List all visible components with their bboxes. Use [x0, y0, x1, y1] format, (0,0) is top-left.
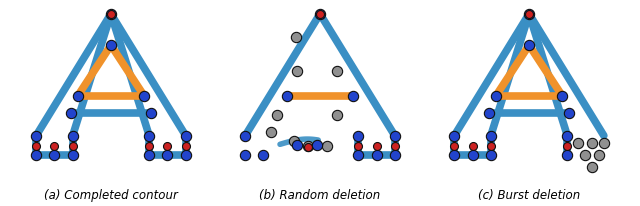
Point: [353, 134, 364, 138]
Point: [31, 145, 42, 148]
Point: [332, 114, 342, 117]
Point: [449, 134, 460, 138]
Point: [289, 139, 299, 143]
Point: [180, 134, 191, 138]
Point: [31, 134, 42, 138]
Point: [292, 70, 303, 74]
Point: [486, 145, 496, 148]
Point: [312, 144, 322, 147]
Point: [449, 145, 460, 148]
Point: [163, 153, 173, 157]
Point: [348, 95, 358, 98]
Point: [322, 145, 332, 148]
Point: [144, 145, 154, 148]
Point: [390, 134, 400, 138]
Point: [144, 153, 154, 157]
Point: [180, 153, 191, 157]
Point: [353, 153, 364, 157]
Point: [49, 153, 60, 157]
Point: [315, 13, 325, 16]
Point: [390, 145, 400, 148]
Point: [524, 13, 534, 16]
Point: [371, 145, 381, 148]
Point: [449, 153, 460, 157]
Point: [564, 112, 574, 115]
Point: [106, 44, 116, 48]
Point: [486, 134, 496, 138]
Point: [266, 131, 276, 134]
Point: [491, 95, 501, 98]
Point: [106, 13, 116, 16]
Text: (a) Completed contour: (a) Completed contour: [44, 188, 178, 201]
Point: [586, 165, 596, 169]
Point: [562, 153, 572, 157]
Point: [68, 145, 78, 148]
Point: [291, 36, 301, 39]
Point: [484, 112, 494, 115]
Point: [467, 153, 477, 157]
Point: [332, 70, 342, 74]
Point: [580, 153, 590, 157]
Point: [139, 95, 149, 98]
Point: [106, 13, 116, 16]
Point: [390, 153, 400, 157]
Point: [467, 145, 477, 148]
Point: [593, 153, 604, 157]
Text: (c) Burst deletion: (c) Burst deletion: [478, 188, 580, 201]
Point: [303, 146, 313, 149]
Point: [524, 44, 534, 48]
Point: [292, 144, 303, 147]
Point: [371, 153, 381, 157]
Point: [180, 145, 191, 148]
Point: [562, 145, 572, 148]
Point: [524, 13, 534, 16]
Point: [259, 153, 269, 157]
Point: [240, 134, 250, 138]
Point: [240, 153, 250, 157]
Point: [557, 95, 567, 98]
Text: (b) Random deletion: (b) Random deletion: [259, 188, 381, 201]
Point: [353, 145, 364, 148]
Point: [163, 145, 173, 148]
Point: [271, 114, 282, 117]
Point: [562, 134, 572, 138]
Point: [49, 145, 60, 148]
Point: [146, 112, 156, 115]
Point: [598, 141, 609, 145]
Point: [68, 134, 78, 138]
Point: [573, 141, 583, 145]
Point: [68, 153, 78, 157]
Point: [66, 112, 76, 115]
Point: [303, 145, 313, 148]
Point: [282, 95, 292, 98]
Point: [586, 141, 596, 145]
Point: [315, 13, 325, 16]
Point: [144, 134, 154, 138]
Point: [73, 95, 83, 98]
Point: [31, 153, 42, 157]
Point: [486, 153, 496, 157]
